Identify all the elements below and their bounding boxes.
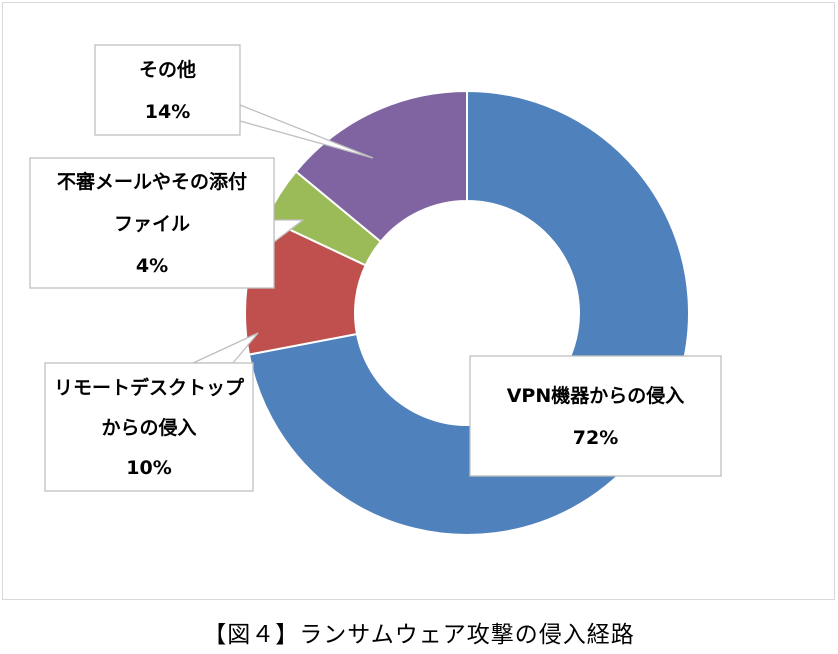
callout-3: その他 14% [94, 44, 374, 159]
callout-box-3 [94, 44, 241, 136]
chart-area: VPN機器からの侵入 72% リモートデスクトップ からの侵入 10% 不審メールやその添… [2, 2, 835, 600]
data-label-3-1: 14% [145, 101, 190, 123]
callout-box-0 [469, 355, 722, 477]
data-label-2-0: 不審メールやその添付 [57, 170, 247, 193]
callout-0: VPN機器からの侵入 72% [469, 355, 722, 477]
callout-box-1 [44, 362, 254, 492]
donut-slice-3 [294, 89, 468, 244]
data-label-1-2: 10% [126, 457, 171, 479]
callout-box-2 [29, 157, 275, 289]
data-label-1-0: リモートデスクトップ [54, 376, 245, 399]
data-label-0-0: VPN機器からの侵入 [507, 384, 685, 407]
data-label-0-1: 72% [573, 427, 618, 449]
figure-caption: 【図４】ランサムウェア攻撃の侵入経路 [203, 622, 635, 648]
data-label-3-0: その他 [139, 58, 196, 81]
data-label-2-1: ファイル [114, 213, 190, 235]
data-label-1-1: からの侵入 [101, 416, 196, 439]
data-label-2-2: 4% [136, 255, 168, 277]
